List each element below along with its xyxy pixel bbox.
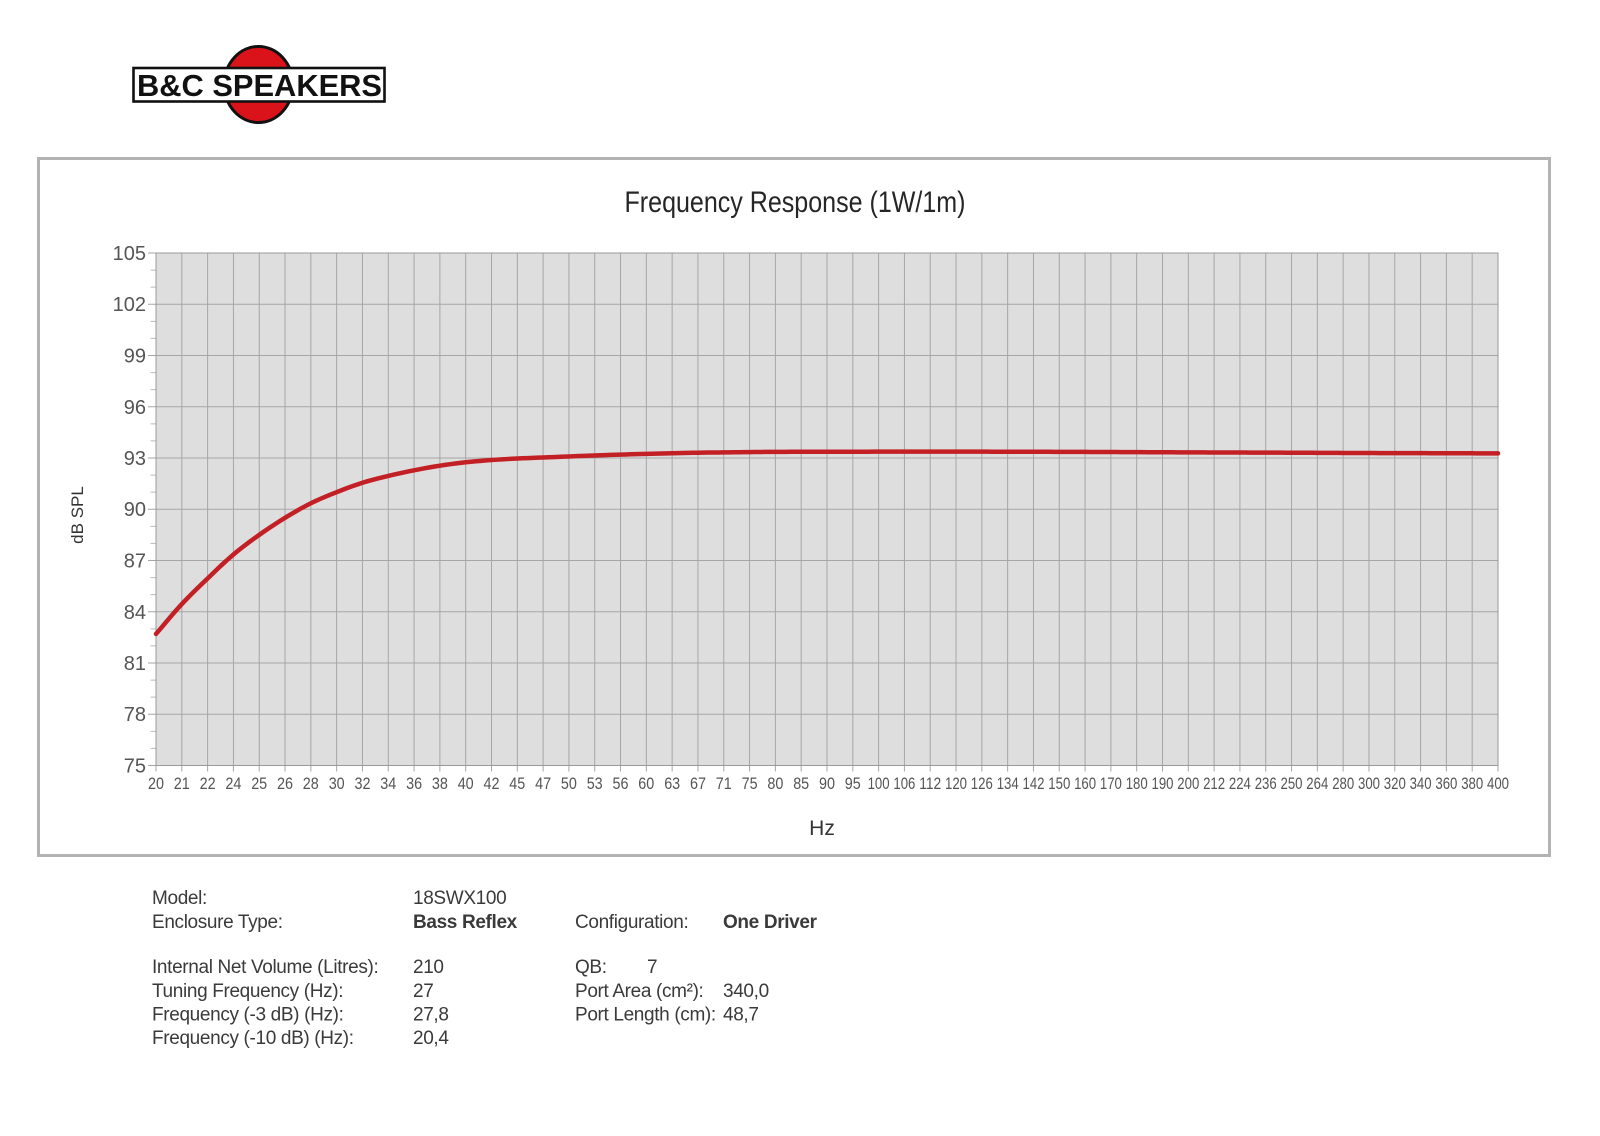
svg-text:One Driver: One Driver [723,912,818,933]
svg-text:93: 93 [124,448,146,470]
svg-text:20: 20 [148,775,164,793]
svg-text:67: 67 [690,775,706,793]
svg-text:142: 142 [1023,775,1045,793]
svg-text:Model:: Model: [152,888,207,909]
svg-text:50: 50 [561,775,577,793]
svg-text:106: 106 [893,775,915,793]
svg-text:48,7: 48,7 [723,1005,759,1026]
svg-text:Bass Reflex: Bass Reflex [413,912,518,933]
svg-text:90: 90 [819,775,835,793]
svg-text:280: 280 [1332,775,1354,793]
svg-text:42: 42 [484,775,500,793]
svg-text:87: 87 [124,551,146,573]
svg-text:Port Length (cm):: Port Length (cm): [575,1005,716,1026]
svg-text:Hz: Hz [809,817,835,840]
svg-text:102: 102 [113,294,146,316]
svg-text:36: 36 [406,775,422,793]
svg-text:Configuration:: Configuration: [575,912,688,933]
svg-text:27: 27 [413,981,433,1002]
svg-text:190: 190 [1152,775,1174,793]
svg-text:7: 7 [647,957,657,978]
svg-text:71: 71 [716,775,732,793]
svg-text:95: 95 [845,775,861,793]
svg-text:105: 105 [113,243,146,265]
svg-text:32: 32 [355,775,371,793]
svg-text:300: 300 [1358,775,1380,793]
svg-text:78: 78 [124,704,146,726]
svg-text:100: 100 [868,775,890,793]
svg-text:170: 170 [1100,775,1122,793]
svg-text:112: 112 [919,775,941,793]
svg-text:96: 96 [124,397,146,419]
svg-text:75: 75 [742,775,758,793]
svg-text:180: 180 [1126,775,1148,793]
svg-text:200: 200 [1177,775,1199,793]
svg-text:56: 56 [613,775,629,793]
svg-text:21: 21 [174,775,190,793]
svg-text:340,0: 340,0 [723,981,769,1002]
svg-text:400: 400 [1487,775,1509,793]
svg-text:264: 264 [1306,775,1328,793]
svg-text:360: 360 [1435,775,1457,793]
svg-text:99: 99 [124,346,146,368]
svg-text:26: 26 [277,775,293,793]
svg-text:150: 150 [1048,775,1070,793]
svg-text:53: 53 [587,775,603,793]
svg-text:160: 160 [1074,775,1096,793]
svg-text:34: 34 [380,775,396,793]
svg-text:18SWX100: 18SWX100 [413,888,506,909]
svg-text:Internal Net Volume (Litres):: Internal Net Volume (Litres): [152,957,378,978]
svg-text:dB SPL: dB SPL [68,486,87,544]
svg-text:340: 340 [1410,775,1432,793]
svg-text:210: 210 [413,957,444,978]
svg-text:81: 81 [124,653,146,675]
svg-text:Frequency Response (1W/1m): Frequency Response (1W/1m) [625,186,966,219]
svg-text:250: 250 [1281,775,1303,793]
svg-text:75: 75 [124,756,146,778]
svg-text:25: 25 [251,775,267,793]
svg-text:134: 134 [997,775,1019,793]
svg-text:Tuning Frequency (Hz):: Tuning Frequency (Hz): [152,981,343,1002]
svg-text:Frequency (-10 dB) (Hz):: Frequency (-10 dB) (Hz): [152,1028,354,1049]
svg-text:47: 47 [535,775,551,793]
svg-text:212: 212 [1203,775,1225,793]
svg-text:45: 45 [509,775,525,793]
svg-text:380: 380 [1461,775,1483,793]
svg-text:320: 320 [1384,775,1406,793]
svg-text:QB:: QB: [575,957,607,978]
svg-text:B&C SPEAKERS: B&C SPEAKERS [137,68,382,103]
svg-text:40: 40 [458,775,474,793]
svg-text:85: 85 [793,775,809,793]
svg-text:27,8: 27,8 [413,1005,449,1026]
svg-text:236: 236 [1255,775,1277,793]
svg-text:126: 126 [971,775,993,793]
svg-text:63: 63 [664,775,680,793]
svg-text:Frequency (-3 dB) (Hz):: Frequency (-3 dB) (Hz): [152,1005,344,1026]
svg-text:80: 80 [767,775,783,793]
svg-text:90: 90 [124,499,146,521]
svg-text:120: 120 [945,775,967,793]
svg-text:22: 22 [200,775,216,793]
svg-text:30: 30 [329,775,345,793]
svg-text:Port Area (cm²):: Port Area (cm²): [575,981,703,1002]
svg-text:84: 84 [124,602,146,624]
svg-text:20,4: 20,4 [413,1028,449,1049]
svg-text:38: 38 [432,775,448,793]
svg-text:60: 60 [638,775,654,793]
svg-text:24: 24 [225,775,241,793]
svg-text:224: 224 [1229,775,1251,793]
svg-text:Enclosure Type:: Enclosure Type: [152,912,283,933]
svg-text:28: 28 [303,775,319,793]
